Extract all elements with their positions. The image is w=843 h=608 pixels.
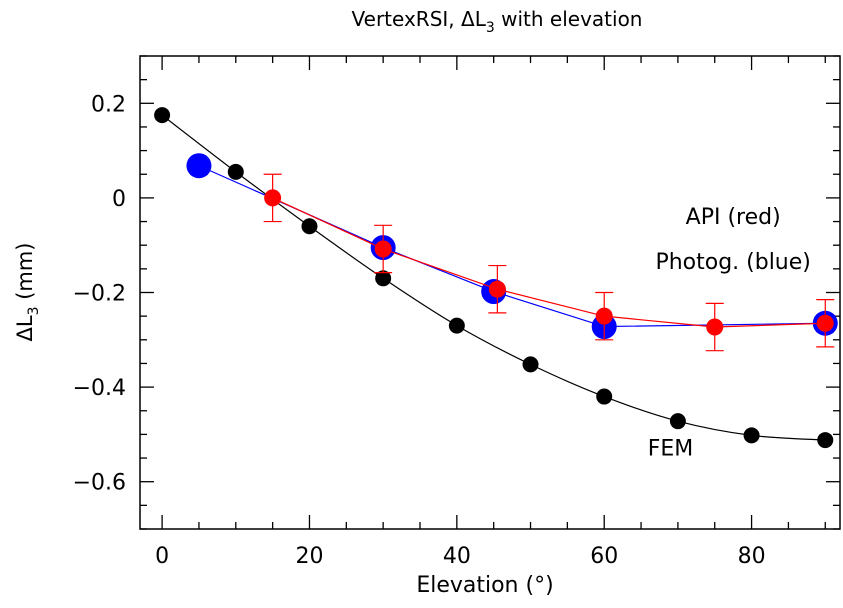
x-axis-label: Elevation (°) — [416, 573, 553, 598]
api-line — [272, 197, 826, 328]
fem-point — [301, 218, 318, 235]
api-point — [595, 307, 613, 325]
y-tick-label: 0 — [112, 187, 126, 212]
photog-line — [198, 165, 826, 328]
fem-point — [743, 427, 760, 444]
x-tick-label: 20 — [295, 544, 323, 569]
fem-point — [669, 413, 686, 430]
y-tick-labels: 0.2 0 −0.2 −0.4 −0.6 — [73, 92, 126, 495]
api-point — [816, 314, 834, 332]
x-tick-labels: 0 20 40 60 80 — [155, 544, 765, 569]
y-axis-label: ΔL3 (mm) — [13, 243, 42, 342]
api-point — [706, 318, 724, 336]
y-tick-label: −0.6 — [73, 471, 126, 496]
fem-point — [817, 432, 834, 449]
series-api — [263, 173, 835, 352]
fem-point — [522, 356, 539, 373]
api-point — [264, 189, 282, 207]
axis-ticks — [140, 55, 840, 530]
annotation-label: API (red) — [686, 205, 781, 230]
series-fem — [154, 107, 834, 449]
x-tick-label: 40 — [443, 544, 471, 569]
photog-point — [186, 153, 212, 179]
fem-point — [448, 317, 465, 334]
annotation-label: FEM — [648, 437, 694, 462]
annotations: API (red) Photog. (blue) FEM — [648, 205, 811, 462]
annotation-label: Photog. (blue) — [655, 250, 810, 275]
fem-point — [596, 388, 613, 405]
y-tick-label: −0.2 — [73, 282, 126, 307]
x-tick-label: 0 — [155, 544, 169, 569]
api-point — [374, 240, 392, 258]
fem-point — [154, 107, 171, 124]
fem-line — [161, 114, 826, 441]
series-photog — [186, 153, 838, 340]
fem-point — [375, 270, 392, 287]
y-tick-label: 0.2 — [91, 92, 126, 117]
api-point — [488, 280, 506, 298]
fem-point — [227, 163, 244, 180]
x-tick-label: 60 — [590, 544, 618, 569]
x-tick-label: 80 — [738, 544, 766, 569]
chart-title: VertexRSI, ΔL3 with elevation — [352, 7, 643, 36]
y-tick-label: −0.4 — [73, 376, 126, 401]
